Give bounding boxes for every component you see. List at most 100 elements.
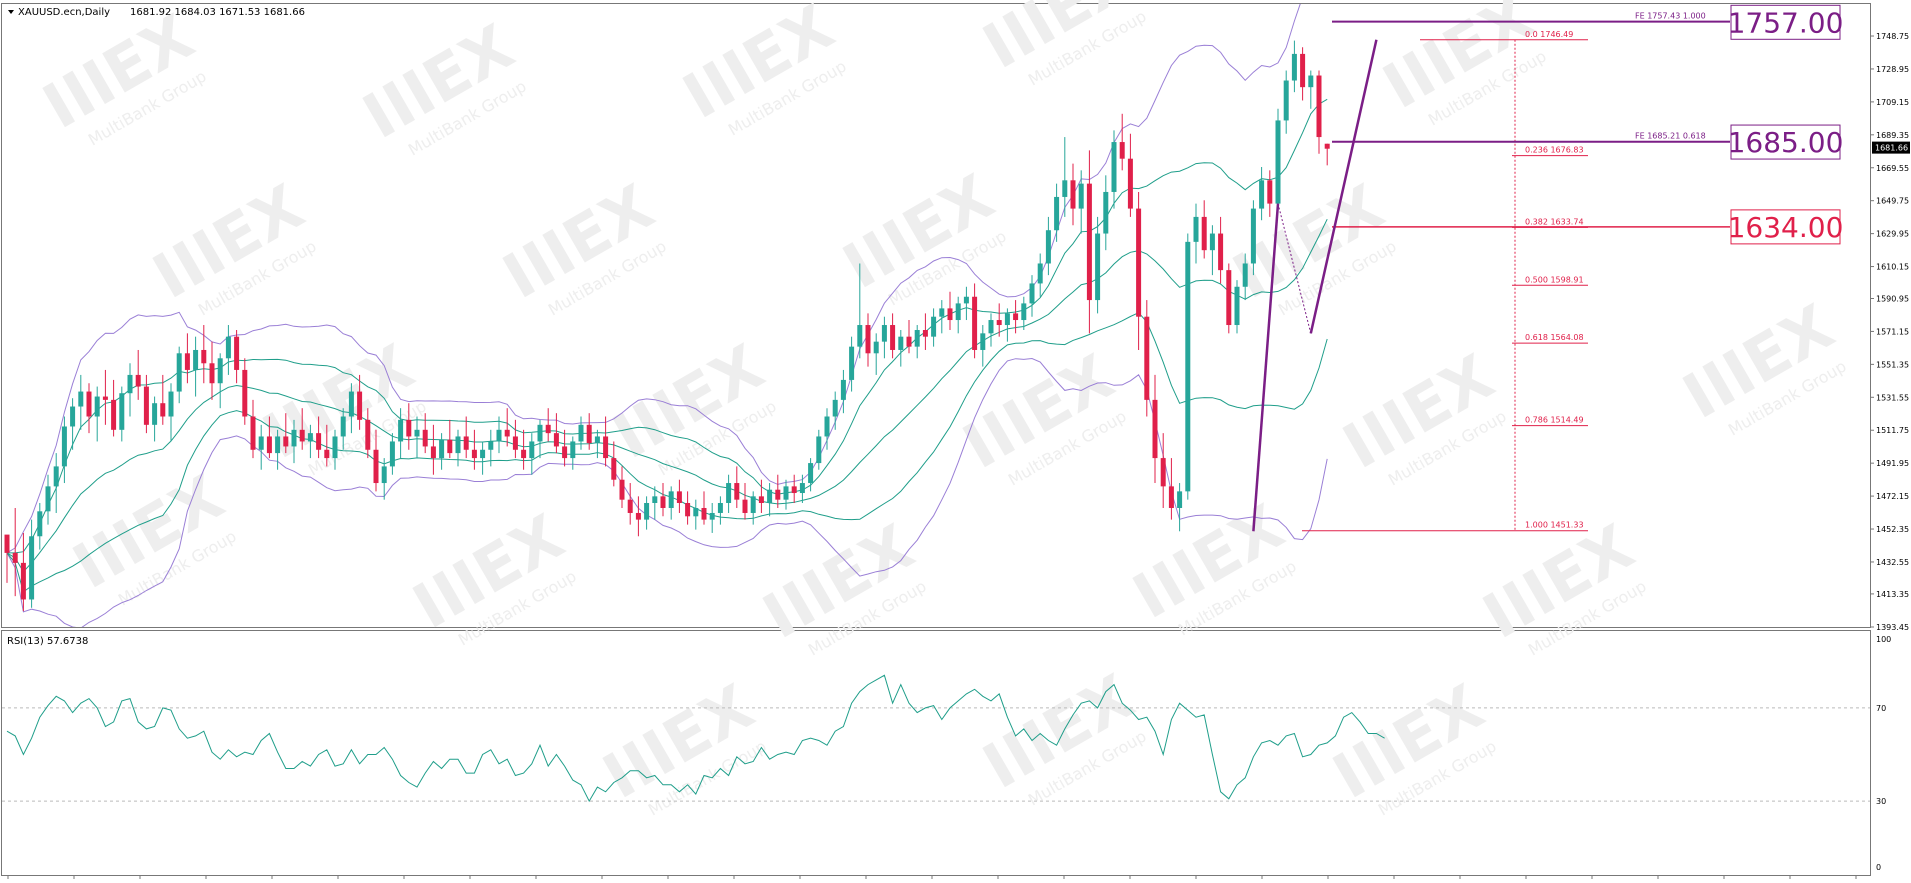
candle-body (1062, 180, 1068, 197)
candle-body (332, 436, 338, 459)
candle-body (61, 426, 67, 467)
candle-body (53, 466, 59, 487)
candle-body (1324, 143, 1330, 149)
candle-body (570, 441, 576, 459)
fibonacci-retracement[interactable]: 0.0 1746.49 0.236 1676.83 0.382 1633.74 0.5… (1302, 30, 1588, 532)
candle-body (250, 416, 256, 450)
fibonacci-expansion[interactable]: FE 1757.43 1.000 FE 1685.21 0.618 (1332, 12, 1730, 228)
candle-body (767, 489, 773, 503)
candle-body (455, 436, 461, 454)
candle-body (1209, 233, 1215, 251)
rsi-tick-label: 30 (1876, 797, 1886, 806)
candle-body (963, 296, 969, 304)
target-price-box (1730, 124, 1841, 160)
price-tick-label: 1511.75 (1876, 426, 1909, 435)
candle-body (537, 424, 543, 442)
candle-body (1119, 142, 1125, 159)
candle-body (1054, 196, 1060, 231)
candle-body (1267, 180, 1273, 204)
candle-body (799, 483, 805, 494)
candle-body (1218, 233, 1224, 271)
candle-body (939, 308, 945, 317)
candle-body (742, 499, 748, 513)
candle-body (135, 374, 141, 387)
candle-body (291, 429, 297, 447)
candle-body (283, 436, 289, 447)
candle-body (553, 433, 559, 447)
candle-body (783, 486, 789, 500)
candle-body (176, 353, 182, 392)
price-tick-label: 1491.95 (1876, 459, 1909, 468)
candle-body (996, 320, 1002, 326)
price-tick-label: 1669.55 (1876, 164, 1909, 173)
candle-body (1021, 303, 1027, 321)
fib-level-label: 0.0 1746.49 (1525, 30, 1573, 39)
rsi-level-lines (2, 707, 1870, 802)
candle-body (857, 325, 863, 347)
target-price-text: 1685.00 (1728, 126, 1844, 159)
candle-body (791, 486, 797, 494)
candle-body (406, 419, 412, 437)
candle-body (299, 429, 305, 442)
candle-body (70, 406, 76, 427)
candle-body (127, 374, 133, 394)
candle-body (422, 429, 428, 447)
candle-body (1160, 458, 1166, 487)
wave-line-c (1309, 39, 1378, 334)
candle-body (168, 391, 174, 417)
candle-body (635, 512, 641, 520)
candle-body (1300, 53, 1306, 88)
target-price-box (1730, 209, 1841, 245)
rsi-pane[interactable] (1, 630, 1871, 876)
price-tick-label: 1571.15 (1876, 327, 1909, 336)
candle-body (693, 507, 699, 517)
candle-body (890, 325, 896, 350)
candle-body (45, 486, 51, 512)
triangle-down-icon[interactable] (8, 10, 14, 14)
candle-body (1275, 120, 1281, 204)
fib-level-label: 0.500 1598.91 (1525, 275, 1584, 284)
candle-body (266, 436, 272, 454)
candle-body (619, 479, 625, 500)
rsi-axis[interactable]: 100 70 30 0 (1876, 635, 1891, 872)
main-price-pane[interactable] (1, 3, 1871, 628)
fib-level-label: 1.000 1451.33 (1525, 521, 1584, 530)
current-price-label: 1681.66 (1875, 144, 1908, 153)
candle-body (480, 449, 486, 459)
candle-body (849, 346, 855, 380)
candle-body (414, 429, 420, 437)
candle-body (594, 436, 600, 444)
candle-body (1250, 208, 1256, 264)
price-tick-label: 1610.15 (1876, 263, 1909, 272)
candle-body (1086, 183, 1092, 301)
candle-body (86, 391, 92, 417)
candle-body (1234, 286, 1240, 326)
fib-level-label: 0.382 1633.74 (1525, 217, 1584, 226)
candle-body (496, 429, 502, 442)
current-price-badge (1872, 141, 1910, 154)
candle-body (676, 491, 682, 503)
candle-body (340, 416, 346, 437)
candle-body (988, 320, 994, 334)
candle-body (316, 433, 322, 450)
candle-body (685, 502, 691, 517)
candle-body (488, 441, 494, 450)
bb-outer-lower (6, 357, 1328, 627)
candle-body (373, 449, 379, 484)
candle-body (955, 303, 961, 321)
candle-body (832, 399, 838, 417)
wave-lines[interactable] (1252, 39, 1378, 532)
candle-body (381, 466, 387, 484)
candle-body (611, 458, 617, 480)
candle-body (1078, 183, 1084, 209)
candle-body (529, 441, 535, 459)
price-tick-label: 1748.75 (1876, 32, 1909, 41)
price-tick-label: 1472.15 (1876, 492, 1909, 501)
candle-body (20, 562, 26, 600)
candle-body (545, 424, 551, 434)
candle-body (324, 449, 330, 459)
candle-body (717, 502, 723, 513)
candle-body (931, 316, 937, 337)
price-axis[interactable]: 1748.75 1728.95 1709.15 1689.35 1669.55 1649.… (1870, 32, 1910, 632)
